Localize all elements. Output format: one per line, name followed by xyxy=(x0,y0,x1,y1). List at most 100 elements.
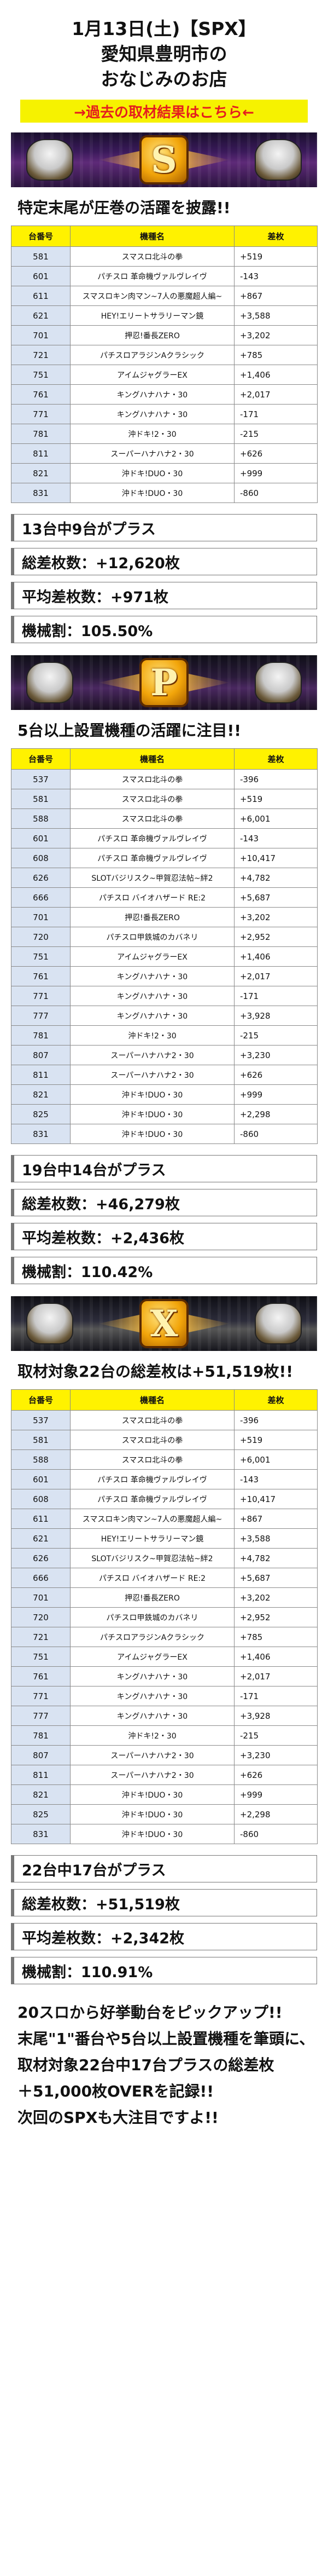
difference-cell: +999 xyxy=(234,1784,318,1805)
machine-number-cell: 601 xyxy=(11,828,71,848)
machine-number-cell: 666 xyxy=(11,1568,71,1588)
table-row: 608 パチスロ 革命機ヴァルヴレイヴ +10,417 xyxy=(11,848,318,868)
machine-name-cell: パチスロ 革命機ヴァルヴレイヴ xyxy=(70,266,235,286)
machine-name-cell: パチスロ 革命機ヴァルヴレイヴ xyxy=(70,848,235,868)
machine-number-cell: 751 xyxy=(11,1647,71,1667)
difference-cell: +10,417 xyxy=(234,1489,318,1509)
page-header: 1月13日(土)【SPX】 愛知県豊明市の おなじみのお店 xyxy=(0,0,328,92)
machine-name-cell: 沖ドキ!DUO・30 xyxy=(70,483,235,503)
difference-cell: -396 xyxy=(234,769,318,789)
machine-number-cell: 720 xyxy=(11,927,71,947)
difference-cell: +2,952 xyxy=(234,927,318,947)
difference-cell: +5,687 xyxy=(234,1568,318,1588)
machine-name-cell: SLOTバジリスク~甲賀忍法帖~絆2 xyxy=(70,868,235,888)
winged-figure-icon xyxy=(255,662,302,703)
machine-name-cell: アイムジャグラーEX xyxy=(70,1647,235,1667)
section-p-total-diff: 総差枚数：+46,279枚 xyxy=(11,1189,317,1216)
machine-number-cell: 666 xyxy=(11,887,71,908)
machine-name-cell: キングハナハナ・30 xyxy=(70,1666,235,1686)
machine-name-cell: 沖ドキ!2・30 xyxy=(70,424,235,444)
machine-number-cell: 701 xyxy=(11,325,71,345)
machine-number-cell: 781 xyxy=(11,1725,71,1746)
footer-line: 次回のSPXも大注目ですよ!! xyxy=(17,2109,219,2127)
machine-name-cell: 沖ドキ!DUO・30 xyxy=(70,1084,235,1105)
machine-name-cell: パチスロアラジンAクラシック xyxy=(70,345,235,365)
difference-cell: +785 xyxy=(234,1627,318,1647)
machine-name-cell: 沖ドキ!DUO・30 xyxy=(70,1124,235,1144)
column-header-num: 台番号 xyxy=(11,1389,71,1411)
machine-name-cell: キングハナハナ・30 xyxy=(70,986,235,1006)
table-row: 761 キングハナハナ・30 +2,017 xyxy=(11,384,318,405)
table-row: 831 沖ドキ!DUO・30 -860 xyxy=(11,1824,318,1844)
footer-line: 末尾"1"番台や5台以上設置機種を筆頭に、 xyxy=(17,2030,315,2048)
difference-cell: -143 xyxy=(234,1469,318,1489)
table-row: 721 パチスロアラジンAクラシック +785 xyxy=(11,1627,318,1647)
difference-cell: +3,928 xyxy=(234,1006,318,1026)
machine-number-cell: 825 xyxy=(11,1804,71,1824)
machine-number-cell: 771 xyxy=(11,986,71,1006)
emblem-banner-s: S xyxy=(11,132,317,187)
column-header-num: 台番号 xyxy=(11,226,71,247)
table-row: 701 押忍!番長ZERO +3,202 xyxy=(11,1587,318,1608)
emblem-letter-x-icon: X xyxy=(139,1299,189,1348)
header-tagline: おなじみのお店 xyxy=(101,68,227,90)
machine-number-cell: 781 xyxy=(11,1025,71,1046)
machine-number-cell: 581 xyxy=(11,789,71,809)
machine-name-cell: 沖ドキ!2・30 xyxy=(70,1725,235,1746)
machine-name-cell: パチスロ 革命機ヴァルヴレイヴ xyxy=(70,1469,235,1489)
section-x-title: 取材対象22台の総差枚は+51,519枚!! xyxy=(17,1362,294,1381)
table-row: 761 キングハナハナ・30 +2,017 xyxy=(11,1666,318,1686)
table-row: 581 スマスロ北斗の拳 +519 xyxy=(11,1430,318,1450)
machine-number-cell: 831 xyxy=(11,483,71,503)
difference-cell: +626 xyxy=(234,1765,318,1785)
difference-cell: -171 xyxy=(234,986,318,1006)
difference-cell: +2,017 xyxy=(234,1666,318,1686)
past-results-link[interactable]: →過去の取材結果はこちら← xyxy=(20,100,308,123)
machine-number-cell: 621 xyxy=(11,1528,71,1549)
table-row: 608 パチスロ 革命機ヴァルヴレイヴ +10,417 xyxy=(11,1489,318,1509)
column-header-diff: 差枚 xyxy=(234,1389,318,1411)
emblem-banner-p: P xyxy=(11,655,317,710)
footer-line: 20スロから好挙動台をピックアップ!! xyxy=(17,2003,283,2021)
difference-cell: +1,406 xyxy=(234,946,318,967)
machine-name-cell: 押忍!番長ZERO xyxy=(70,325,235,345)
table-row: 581 スマスロ北斗の拳 +519 xyxy=(11,246,318,267)
machine-number-cell: 807 xyxy=(11,1745,71,1765)
table-header-row: 台番号 機種名 差枚 xyxy=(11,1389,318,1411)
machine-number-cell: 626 xyxy=(11,1548,71,1568)
knight-icon xyxy=(255,1303,302,1344)
machine-name-cell: 押忍!番長ZERO xyxy=(70,907,235,927)
machine-name-cell: スマスロ北斗の拳 xyxy=(70,1410,235,1430)
difference-cell: +3,202 xyxy=(234,1587,318,1608)
column-header-name: 機種名 xyxy=(70,226,235,247)
machine-name-cell: HEY!エリートサラリーマン鏡 xyxy=(70,305,235,326)
table-row: 720 パチスロ甲鉄城のカバネリ +2,952 xyxy=(11,927,318,947)
table-row: 821 沖ドキ!DUO・30 +999 xyxy=(11,1784,318,1805)
machine-number-cell: 807 xyxy=(11,1045,71,1065)
section-x-plus-count: 22台中17台がプラス xyxy=(11,1855,317,1882)
table-row: 611 スマスロキン肉マン~7人の悪魔超人編~ +867 xyxy=(11,1509,318,1529)
table-row: 781 沖ドキ!2・30 -215 xyxy=(11,1025,318,1046)
emblem-banner-x: X xyxy=(11,1296,317,1351)
table-row: 821 沖ドキ!DUO・30 +999 xyxy=(11,1084,318,1105)
difference-cell: +10,417 xyxy=(234,848,318,868)
machine-name-cell: 沖ドキ!DUO・30 xyxy=(70,463,235,483)
difference-cell: +2,017 xyxy=(234,966,318,986)
machine-number-cell: 751 xyxy=(11,946,71,967)
difference-cell: -860 xyxy=(234,1824,318,1844)
machine-number-cell: 537 xyxy=(11,769,71,789)
past-results-link-label: →過去の取材結果はこちら← xyxy=(74,104,254,121)
machine-name-cell: 沖ドキ!2・30 xyxy=(70,1025,235,1046)
table-row: 751 アイムジャグラーEX +1,406 xyxy=(11,946,318,967)
machine-name-cell: スマスロ北斗の拳 xyxy=(70,789,235,809)
difference-cell: +999 xyxy=(234,463,318,483)
table-row: 581 スマスロ北斗の拳 +519 xyxy=(11,789,318,809)
table-row: 781 沖ドキ!2・30 -215 xyxy=(11,424,318,444)
table-row: 825 沖ドキ!DUO・30 +2,298 xyxy=(11,1804,318,1824)
difference-cell: -143 xyxy=(234,266,318,286)
machine-name-cell: パチスロ バイオハザード RE:2 xyxy=(70,1568,235,1588)
machine-number-cell: 621 xyxy=(11,305,71,326)
machine-name-cell: 沖ドキ!DUO・30 xyxy=(70,1824,235,1844)
machine-number-cell: 831 xyxy=(11,1124,71,1144)
machine-number-cell: 761 xyxy=(11,1666,71,1686)
